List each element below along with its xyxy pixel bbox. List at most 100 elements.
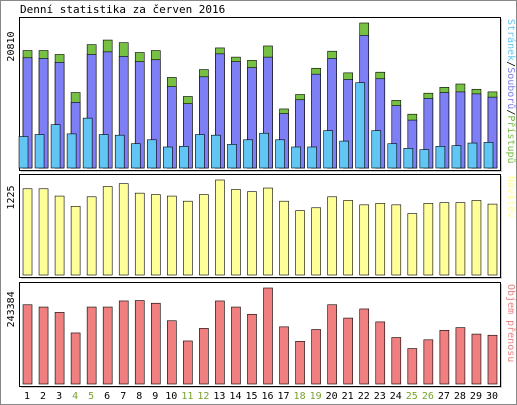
bar-visits-day-25 (407, 213, 418, 276)
bar-visits-day-30 (487, 203, 498, 276)
bar-visits-day-11 (183, 200, 193, 276)
bar-visits-day-7 (118, 183, 129, 276)
x-tick-label-day-24: 24 (390, 391, 402, 402)
bar-visits-day-5 (86, 196, 97, 276)
bar-visits-day-6 (102, 186, 113, 276)
bar-visits-day-2 (38, 188, 49, 276)
x-tick-label-day-11: 11 (181, 391, 193, 402)
bar-visits-day-9 (150, 194, 161, 276)
x-tick-label-day-23: 23 (374, 391, 386, 402)
bar-transfer-day-19 (311, 329, 321, 385)
legend-transfer: Objem přenosu (505, 284, 517, 362)
bar-visits-day-28 (455, 202, 466, 276)
bar-stranek-day-24 (387, 143, 398, 169)
bar-transfer-day-11 (183, 340, 193, 385)
bar-stranek-day-8 (130, 143, 141, 169)
panel-frame (19, 174, 501, 278)
bar-visits-day-23 (375, 203, 386, 276)
bar-transfer-day-2 (38, 306, 49, 385)
x-tick-label-day-21: 21 (342, 391, 354, 402)
legend-hits: Stránek/Souborů/Přístupů (505, 19, 517, 164)
bar-visits-day-24 (391, 204, 402, 276)
bar-transfer-day-21 (343, 317, 353, 385)
x-tick-label-day-19: 19 (310, 391, 322, 402)
bar-transfer-day-5 (86, 306, 97, 385)
bar-stranek-day-11 (179, 146, 189, 169)
x-tick-label-day-27: 27 (438, 391, 450, 402)
bar-transfer-day-18 (295, 341, 305, 385)
bar-stranek-day-13 (211, 134, 221, 169)
legend-entry: Stránek (505, 19, 517, 61)
bar-stranek-day-7 (114, 134, 125, 169)
x-tick-label-day-17: 17 (278, 391, 290, 402)
bar-stranek-day-23 (371, 130, 382, 169)
bar-transfer-day-7 (118, 300, 129, 385)
x-tick-label-day-12: 12 (197, 391, 209, 402)
bar-transfer-day-25 (407, 348, 418, 385)
y-tick-label-visits: 1225 (6, 185, 17, 209)
bar-transfer-day-29 (471, 333, 482, 385)
legend-entry: Návštěv (505, 176, 517, 218)
bar-stranek-day-1 (18, 136, 29, 169)
bar-stranek-day-4 (66, 133, 77, 169)
x-tick-label-day-4: 4 (72, 391, 78, 402)
bar-visits-day-8 (134, 192, 145, 276)
legend-entry: Přístupů (505, 115, 517, 163)
bar-transfer-day-15 (247, 313, 257, 385)
x-tick-label-day-1: 1 (24, 391, 30, 402)
bar-stranek-day-9 (146, 139, 157, 169)
bar-transfer-day-16 (263, 287, 273, 385)
bar-transfer-day-27 (439, 329, 450, 385)
bar-visits-day-18 (295, 210, 305, 276)
bar-stranek-day-25 (403, 148, 414, 169)
bar-visits-day-21 (343, 200, 353, 276)
bar-transfer-day-1 (22, 304, 33, 385)
bar-stranek-day-15 (243, 139, 253, 169)
bar-stranek-day-3 (50, 124, 61, 169)
bar-stranek-day-20 (323, 130, 333, 169)
bar-transfer-day-24 (391, 337, 402, 385)
bar-visits-day-17 (279, 200, 289, 276)
bar-visits-day-15 (247, 191, 257, 276)
bar-transfer-day-14 (231, 306, 241, 385)
panel-visits: 1225 Návštěv (6, 174, 517, 279)
bar-stranek-day-17 (275, 139, 285, 169)
bar-visits-day-3 (54, 195, 65, 276)
chart-title: Denní statistika za červen 2016 (20, 3, 225, 16)
bar-transfer-day-10 (167, 320, 177, 385)
x-axis-day-labels: 1 2 3 4 5 6 7 8 9 10 11 12 13 14 15 16 17 18 19 20 21 22 23 24 2… (24, 391, 498, 402)
x-tick-label-day-2: 2 (40, 391, 46, 402)
x-tick-label-day-9: 9 (152, 391, 158, 402)
bar-transfer-day-23 (375, 321, 386, 385)
x-tick-label-day-10: 10 (165, 391, 177, 402)
x-tick-label-day-22: 22 (358, 391, 370, 402)
bar-visits-day-20 (327, 196, 337, 276)
x-tick-label-day-20: 20 (326, 391, 338, 402)
bar-transfer-day-13 (215, 300, 225, 385)
bar-stranek-day-22 (355, 82, 366, 169)
bar-transfer-day-17 (279, 326, 289, 385)
x-tick-label-day-7: 7 (120, 391, 126, 402)
bar-transfer-day-28 (455, 327, 466, 385)
bar-stranek-day-27 (435, 146, 446, 169)
x-tick-label-day-30: 30 (486, 391, 498, 402)
bar-transfer-day-3 (54, 312, 65, 385)
bar-transfer-day-30 (487, 334, 498, 385)
bar-stranek-day-21 (339, 140, 349, 169)
bar-visits-day-26 (423, 203, 434, 276)
bar-stranek-day-30 (483, 142, 494, 169)
x-tick-label-day-16: 16 (261, 391, 273, 402)
bar-visits-day-10 (167, 195, 177, 276)
x-tick-label-day-26: 26 (422, 391, 434, 402)
bar-visits-day-29 (471, 200, 482, 276)
panel-frame (19, 282, 501, 387)
legend-entry: Souborů (505, 67, 517, 109)
legend-visits: Návštěv (505, 176, 517, 218)
bar-stranek-day-14 (227, 144, 237, 169)
bar-visits-day-22 (359, 204, 370, 276)
bar-transfer-day-20 (327, 304, 337, 385)
bar-transfer-day-22 (359, 308, 370, 385)
panel-transfer: 243384 Objem přenosu (6, 282, 517, 388)
